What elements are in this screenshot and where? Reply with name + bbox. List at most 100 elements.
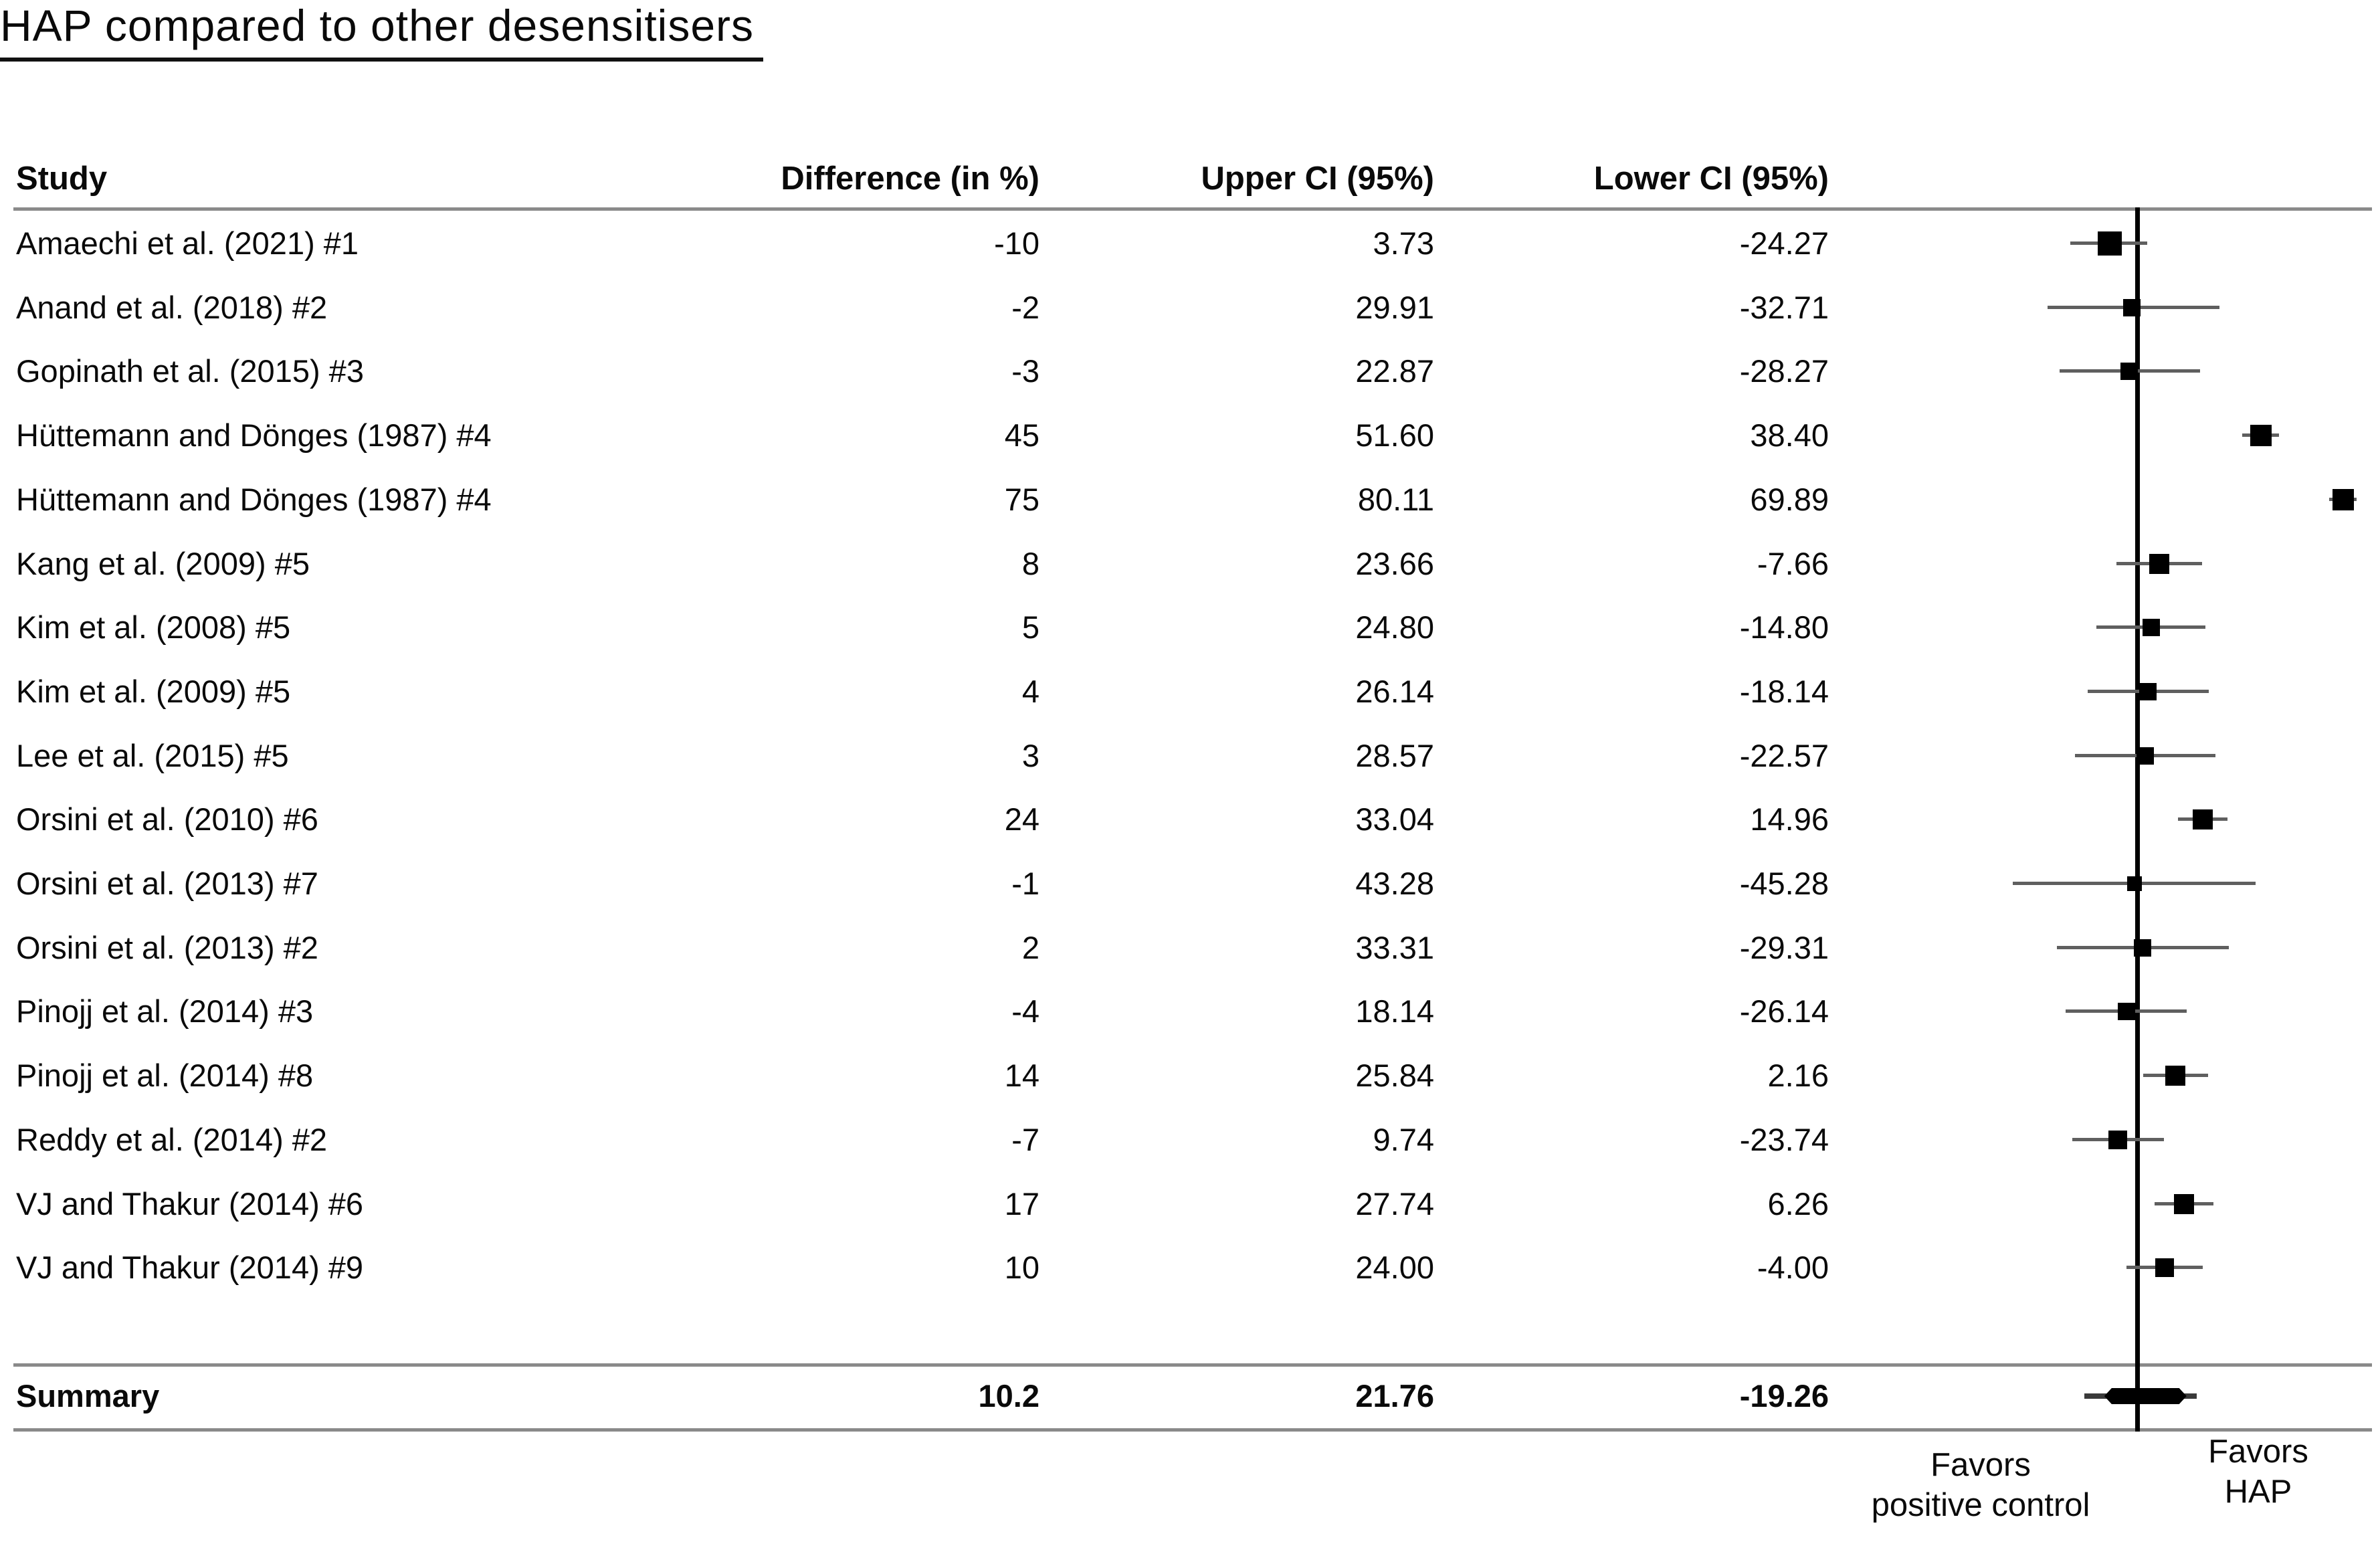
lower-ci-value: -24.27 (1739, 225, 1829, 261)
difference-value: 75 (1004, 481, 1039, 517)
study-label: Hüttemann and Dönges (1987) #4 (16, 481, 492, 517)
effect-marker (2250, 425, 2272, 447)
effect-marker (2120, 363, 2138, 381)
upper-ci-value: 3.73 (1373, 225, 1434, 261)
difference-value: -3 (1011, 353, 1039, 389)
upper-ci-value: 51.60 (1355, 417, 1434, 454)
effect-marker (2098, 231, 2122, 256)
summary-top-rule (13, 1363, 2372, 1367)
difference-value: -4 (1011, 993, 1039, 1030)
difference-value: 3 (1021, 737, 1039, 773)
summary-upper-ci-value: 21.76 (1355, 1378, 1434, 1413)
column-header-difference: Difference (in %) (781, 161, 1039, 197)
lower-ci-value: -26.14 (1739, 993, 1829, 1030)
lower-ci-value: -22.57 (1739, 737, 1829, 773)
upper-ci-value: 80.11 (1357, 481, 1434, 517)
upper-ci-value: 23.66 (1355, 545, 1434, 581)
effect-marker (2173, 1193, 2194, 1214)
effect-marker (2126, 876, 2142, 891)
upper-ci-value: 25.84 (1355, 1058, 1434, 1094)
lower-ci-value: -29.31 (1739, 929, 1829, 965)
upper-ci-value: 33.31 (1355, 929, 1434, 965)
study-label: Lee et al. (2015) #5 (16, 737, 289, 773)
lower-ci-value: -45.28 (1739, 866, 1829, 901)
study-label: Orsini et al. (2013) #2 (16, 929, 318, 965)
study-label: Kim et al. (2009) #5 (16, 673, 291, 709)
study-label: Hüttemann and Dönges (1987) #4 (16, 417, 492, 454)
difference-value: -2 (1011, 289, 1039, 325)
study-label: Kang et al. (2009) #5 (16, 545, 310, 581)
lower-ci-value: -28.27 (1739, 353, 1829, 389)
upper-ci-value: 26.14 (1355, 673, 1434, 709)
effect-marker (2139, 682, 2157, 700)
favors-positive-control-line1: Favors (1930, 1447, 2031, 1483)
study-label: Gopinath et al. (2015) #3 (16, 353, 364, 389)
study-label: Amaechi et al. (2021) #1 (16, 225, 359, 261)
lower-ci-value: -4.00 (1757, 1250, 1829, 1286)
study-label: Pinojj et al. (2014) #3 (16, 993, 314, 1030)
lower-ci-value: 6.26 (1767, 1185, 1829, 1222)
difference-value: 10 (1004, 1250, 1039, 1286)
effect-marker (2122, 298, 2141, 316)
effect-marker (2142, 619, 2160, 637)
favors-hap-label: Favors HAP (2138, 1432, 2379, 1512)
column-header-upper-ci: Upper CI (95%) (1201, 161, 1434, 197)
upper-ci-value: 29.91 (1355, 289, 1434, 325)
favors-positive-control-line2: positive control (1871, 1487, 2090, 1523)
upper-ci-value: 24.80 (1355, 609, 1434, 646)
upper-ci-value: 27.74 (1355, 1185, 1434, 1222)
upper-ci-value: 28.57 (1355, 737, 1434, 773)
effect-marker (2165, 1066, 2186, 1086)
difference-value: -7 (1011, 1121, 1039, 1157)
column-header-study: Study (16, 161, 108, 197)
study-label: VJ and Thakur (2014) #6 (16, 1185, 364, 1222)
study-label: Orsini et al. (2010) #6 (16, 801, 318, 838)
upper-ci-value: 33.04 (1355, 801, 1434, 838)
upper-ci-value: 22.87 (1355, 353, 1434, 389)
lower-ci-value: 14.96 (1750, 801, 1829, 838)
study-label: Orsini et al. (2013) #7 (16, 866, 318, 901)
summary-lower-ci-value: -19.26 (1739, 1378, 1829, 1413)
difference-value: 5 (1021, 609, 1039, 646)
effect-marker (2332, 488, 2354, 510)
summary-difference-value: 10.2 (978, 1378, 1039, 1413)
study-label: Pinojj et al. (2014) #8 (16, 1058, 314, 1094)
favors-positive-control-label: Favors positive control (1780, 1445, 2181, 1525)
study-label: Reddy et al. (2014) #2 (16, 1121, 328, 1157)
favors-hap-line1: Favors (2208, 1434, 2308, 1470)
lower-ci-value: 69.89 (1750, 481, 1829, 517)
header-rule (13, 207, 2372, 211)
difference-value: -10 (994, 225, 1039, 261)
effect-marker (2137, 747, 2155, 765)
study-label: VJ and Thakur (2014) #9 (16, 1250, 364, 1286)
lower-ci-value: 2.16 (1767, 1058, 1829, 1094)
summary-diamond (2104, 1388, 2187, 1404)
lower-ci-value: -23.74 (1739, 1121, 1829, 1157)
favors-hap-line2: HAP (2224, 1474, 2292, 1510)
page-title: HAP compared to other desensitisers (0, 0, 763, 62)
difference-value: 2 (1021, 929, 1039, 965)
upper-ci-value: 43.28 (1355, 866, 1434, 901)
lower-ci-value: -32.71 (1739, 289, 1829, 325)
lower-ci-value: -7.66 (1757, 545, 1829, 581)
difference-value: 14 (1004, 1058, 1039, 1094)
difference-value: 45 (1004, 417, 1039, 454)
effect-marker (2155, 1258, 2174, 1278)
lower-ci-value: -14.80 (1739, 609, 1829, 646)
difference-value: 24 (1004, 801, 1039, 838)
upper-ci-value: 9.74 (1373, 1121, 1434, 1157)
lower-ci-value: -18.14 (1739, 673, 1829, 709)
column-header-lower-ci: Lower CI (95%) (1593, 161, 1829, 197)
lower-ci-value: 38.40 (1750, 417, 1829, 454)
study-label: Anand et al. (2018) #2 (16, 289, 328, 325)
difference-value: 17 (1004, 1185, 1039, 1222)
effect-marker (2117, 1003, 2135, 1021)
difference-value: -1 (1011, 866, 1039, 901)
difference-value: 8 (1021, 545, 1039, 581)
effect-marker (2108, 1130, 2128, 1149)
effect-marker (2193, 809, 2213, 830)
effect-marker (2149, 553, 2169, 574)
upper-ci-value: 24.00 (1355, 1250, 1434, 1286)
difference-value: 4 (1021, 673, 1039, 709)
